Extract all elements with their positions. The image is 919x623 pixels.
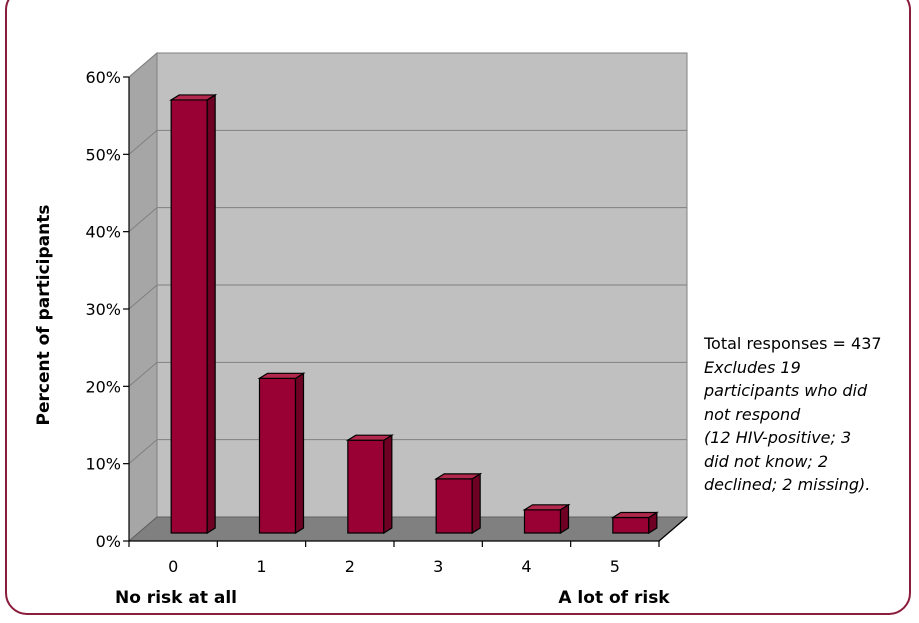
x-endpoint-left-label: No risk at all: [115, 588, 237, 608]
chart-frame: [5, 0, 911, 615]
gridline: [128, 284, 687, 310]
axis-labels: 0% 10% 20% 30% 40% 50% 60% 0 1 2 3 4 5: [85, 68, 619, 576]
x-tick-label: 0: [168, 557, 178, 576]
exclusion-note: Excludes 19 participants who did not respo…: [704, 356, 914, 497]
note-line: declined; 2 missing).: [704, 475, 871, 494]
bar-side: [383, 434, 393, 535]
bar-top: [434, 473, 483, 480]
gridline: [128, 52, 687, 78]
bar-side: [294, 372, 305, 535]
bar-3: [434, 472, 483, 535]
x-tick-label: 1: [256, 557, 266, 576]
bar-5: [610, 511, 659, 535]
y-tick-label: 30%: [85, 300, 121, 319]
bar-front: [435, 478, 473, 534]
bar-top: [522, 504, 571, 511]
y-tick-label: 0%: [96, 532, 121, 551]
bars: [169, 93, 659, 535]
y-tick-label: 10%: [85, 455, 121, 474]
bar-side: [206, 93, 216, 535]
bar-0: [169, 93, 218, 535]
gridline: [128, 129, 687, 155]
bar-front: [258, 377, 297, 534]
note-line: not respond: [704, 404, 801, 424]
y-axis-title: Percent of participants: [34, 205, 54, 426]
bar-side: [471, 472, 481, 535]
x-tick-label: 5: [610, 557, 620, 576]
gridlines: [128, 52, 687, 465]
bar-2: [345, 434, 394, 535]
x-endpoint-right-label: A lot of risk: [558, 588, 670, 608]
x-tick-label: 3: [433, 557, 443, 576]
bar-front: [170, 99, 208, 534]
bar-front: [523, 509, 562, 534]
y-tick-label: 50%: [85, 145, 121, 164]
bar-front: [347, 439, 385, 534]
bar-4: [522, 503, 571, 535]
bar-top: [257, 372, 306, 379]
gridline: [128, 439, 687, 465]
total-responses-text: Total responses = 437: [704, 334, 882, 353]
gridline: [128, 207, 687, 233]
x-tick-label: 4: [521, 557, 531, 576]
bar-top: [345, 434, 394, 441]
floor-edge: [658, 516, 688, 542]
bar-top: [610, 511, 659, 519]
note-line: Excludes 19: [704, 357, 801, 377]
bar-1: [257, 372, 306, 535]
y-tick-label: 20%: [85, 377, 121, 396]
gridline: [128, 361, 687, 387]
response-note: Total responses = 437 Excludes 19 partici…: [704, 332, 914, 497]
note-line: (12 HIV-positive; 3: [704, 428, 852, 447]
x-tick-label: 2: [345, 557, 355, 576]
y-tick-label: 60%: [85, 68, 121, 87]
axes: [123, 76, 688, 547]
bar-top: [169, 94, 218, 101]
note-line: did not know; 2: [704, 451, 829, 471]
y-tick-label: 40%: [85, 223, 121, 242]
bar-front: [612, 516, 650, 534]
note-line: participants who did: [704, 381, 868, 400]
